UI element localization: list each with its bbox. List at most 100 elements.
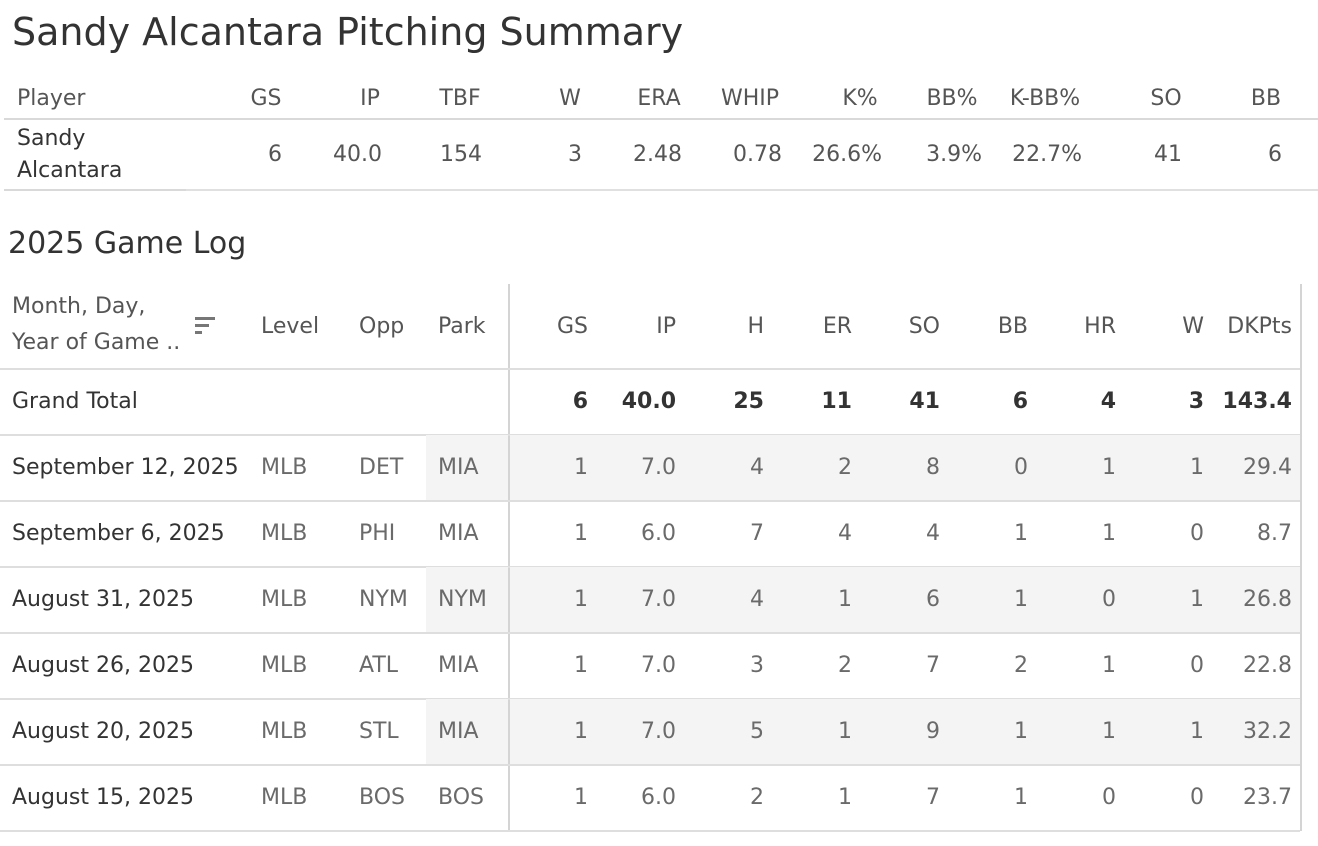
row-so: 9	[926, 719, 940, 744]
row-ip: 6.0	[641, 521, 676, 546]
row-opp: ATL	[359, 653, 399, 678]
row-bb: 1	[1014, 521, 1028, 546]
summary-value-bb: 6	[1268, 142, 1282, 167]
row-er: 2	[838, 455, 852, 480]
row-dkpts: 32.2	[1243, 719, 1292, 744]
header-w[interactable]: W	[1182, 314, 1204, 339]
summary-value-so: 41	[1154, 142, 1182, 167]
row-h: 4	[750, 587, 764, 612]
row-hr: 1	[1102, 455, 1116, 480]
header-er[interactable]: ER	[822, 314, 852, 339]
row-hr: 1	[1102, 521, 1116, 546]
row-level: MLB	[261, 653, 308, 678]
grand-total-so: 41	[909, 389, 940, 414]
row-ip: 7.0	[641, 719, 676, 744]
header-hr[interactable]: HR	[1084, 314, 1116, 339]
summary-header-gs: GS	[250, 86, 282, 111]
summary-header-bb-pct: BB%	[926, 86, 978, 111]
row-so: 7	[926, 653, 940, 678]
row-date: August 26, 2025	[12, 653, 194, 678]
row-so: 7	[926, 785, 940, 810]
row-opp: BOS	[359, 785, 405, 810]
summary-value-tbf: 154	[440, 142, 482, 167]
row-date: August 31, 2025	[12, 587, 194, 612]
header-opp[interactable]: Opp	[359, 314, 405, 339]
row-park: MIA	[438, 653, 479, 678]
summary-header-tbf: TBF	[439, 86, 481, 111]
row-date: September 12, 2025	[12, 455, 239, 480]
row-gs: 1	[574, 521, 588, 546]
row-er: 1	[838, 587, 852, 612]
row-level: MLB	[261, 587, 308, 612]
header-dkpts[interactable]: DKPts	[1227, 314, 1292, 339]
header-so[interactable]: SO	[908, 314, 940, 339]
row-h: 2	[750, 785, 764, 810]
row-w: 0	[1190, 785, 1204, 810]
row-divider	[0, 632, 1300, 634]
header-divider	[0, 368, 1300, 370]
row-w: 1	[1190, 455, 1204, 480]
row-band-values	[510, 435, 1300, 500]
summary-header-w: W	[559, 86, 581, 111]
game-log-title: 2025 Game Log	[8, 226, 247, 261]
grand-total-bb: 6	[1012, 389, 1028, 414]
row-park: BOS	[438, 785, 484, 810]
row-bb: 1	[1014, 719, 1028, 744]
row-w: 0	[1190, 521, 1204, 546]
row-park: MIA	[438, 719, 479, 744]
row-bb: 0	[1014, 455, 1028, 480]
header-gs[interactable]: GS	[556, 314, 588, 339]
summary-value-era: 2.48	[633, 142, 682, 167]
header-park[interactable]: Park	[438, 314, 486, 339]
row-dkpts: 8.7	[1257, 521, 1292, 546]
header-ip[interactable]: IP	[656, 314, 676, 339]
row-level: MLB	[261, 521, 308, 546]
row-h: 5	[750, 719, 764, 744]
header-date-line1[interactable]: Month, Day,	[12, 294, 146, 319]
row-h: 3	[750, 653, 764, 678]
grand-total-hr: 4	[1100, 389, 1116, 414]
row-opp: NYM	[359, 587, 408, 612]
row-ip: 7.0	[641, 653, 676, 678]
summary-header-bb: BB	[1250, 86, 1282, 111]
row-divider	[0, 764, 1300, 766]
row-gs: 1	[574, 455, 588, 480]
summary-value-ip: 40.0	[333, 142, 382, 167]
row-er: 1	[838, 785, 852, 810]
pane-divider	[508, 284, 510, 831]
header-h[interactable]: H	[747, 314, 764, 339]
row-divider	[0, 500, 1300, 502]
summary-value-whip: 0.78	[733, 142, 782, 167]
row-ip: 6.0	[641, 785, 676, 810]
header-bb[interactable]: BB	[997, 314, 1028, 339]
row-hr: 1	[1102, 653, 1116, 678]
summary-player-first: Sandy	[17, 126, 86, 151]
row-opp: PHI	[359, 521, 396, 546]
row-dkpts: 26.8	[1243, 587, 1292, 612]
row-so: 4	[926, 521, 940, 546]
row-gs: 1	[574, 587, 588, 612]
row-date: August 15, 2025	[12, 785, 194, 810]
table-right-border	[1300, 284, 1302, 831]
row-hr: 1	[1102, 719, 1116, 744]
summary-header-era: ERA	[637, 86, 681, 111]
row-h: 4	[750, 455, 764, 480]
row-bb: 1	[1014, 785, 1028, 810]
header-level[interactable]: Level	[261, 314, 320, 339]
row-park: NYM	[438, 587, 487, 612]
row-opp: DET	[359, 455, 404, 480]
row-er: 2	[838, 653, 852, 678]
row-level: MLB	[261, 785, 308, 810]
row-dkpts: 29.4	[1243, 455, 1292, 480]
grand-total-gs: 6	[572, 389, 588, 414]
row-bb: 2	[1014, 653, 1028, 678]
row-so: 6	[926, 587, 940, 612]
header-date-line2[interactable]: Year of Game ..	[12, 330, 181, 355]
row-band-park	[426, 435, 508, 500]
row-dkpts: 22.8	[1243, 653, 1292, 678]
row-w: 0	[1190, 653, 1204, 678]
row-ip: 7.0	[641, 587, 676, 612]
row-bb: 1	[1014, 587, 1028, 612]
summary-header-ip: IP	[360, 86, 380, 111]
sort-descending-icon[interactable]	[194, 316, 216, 342]
